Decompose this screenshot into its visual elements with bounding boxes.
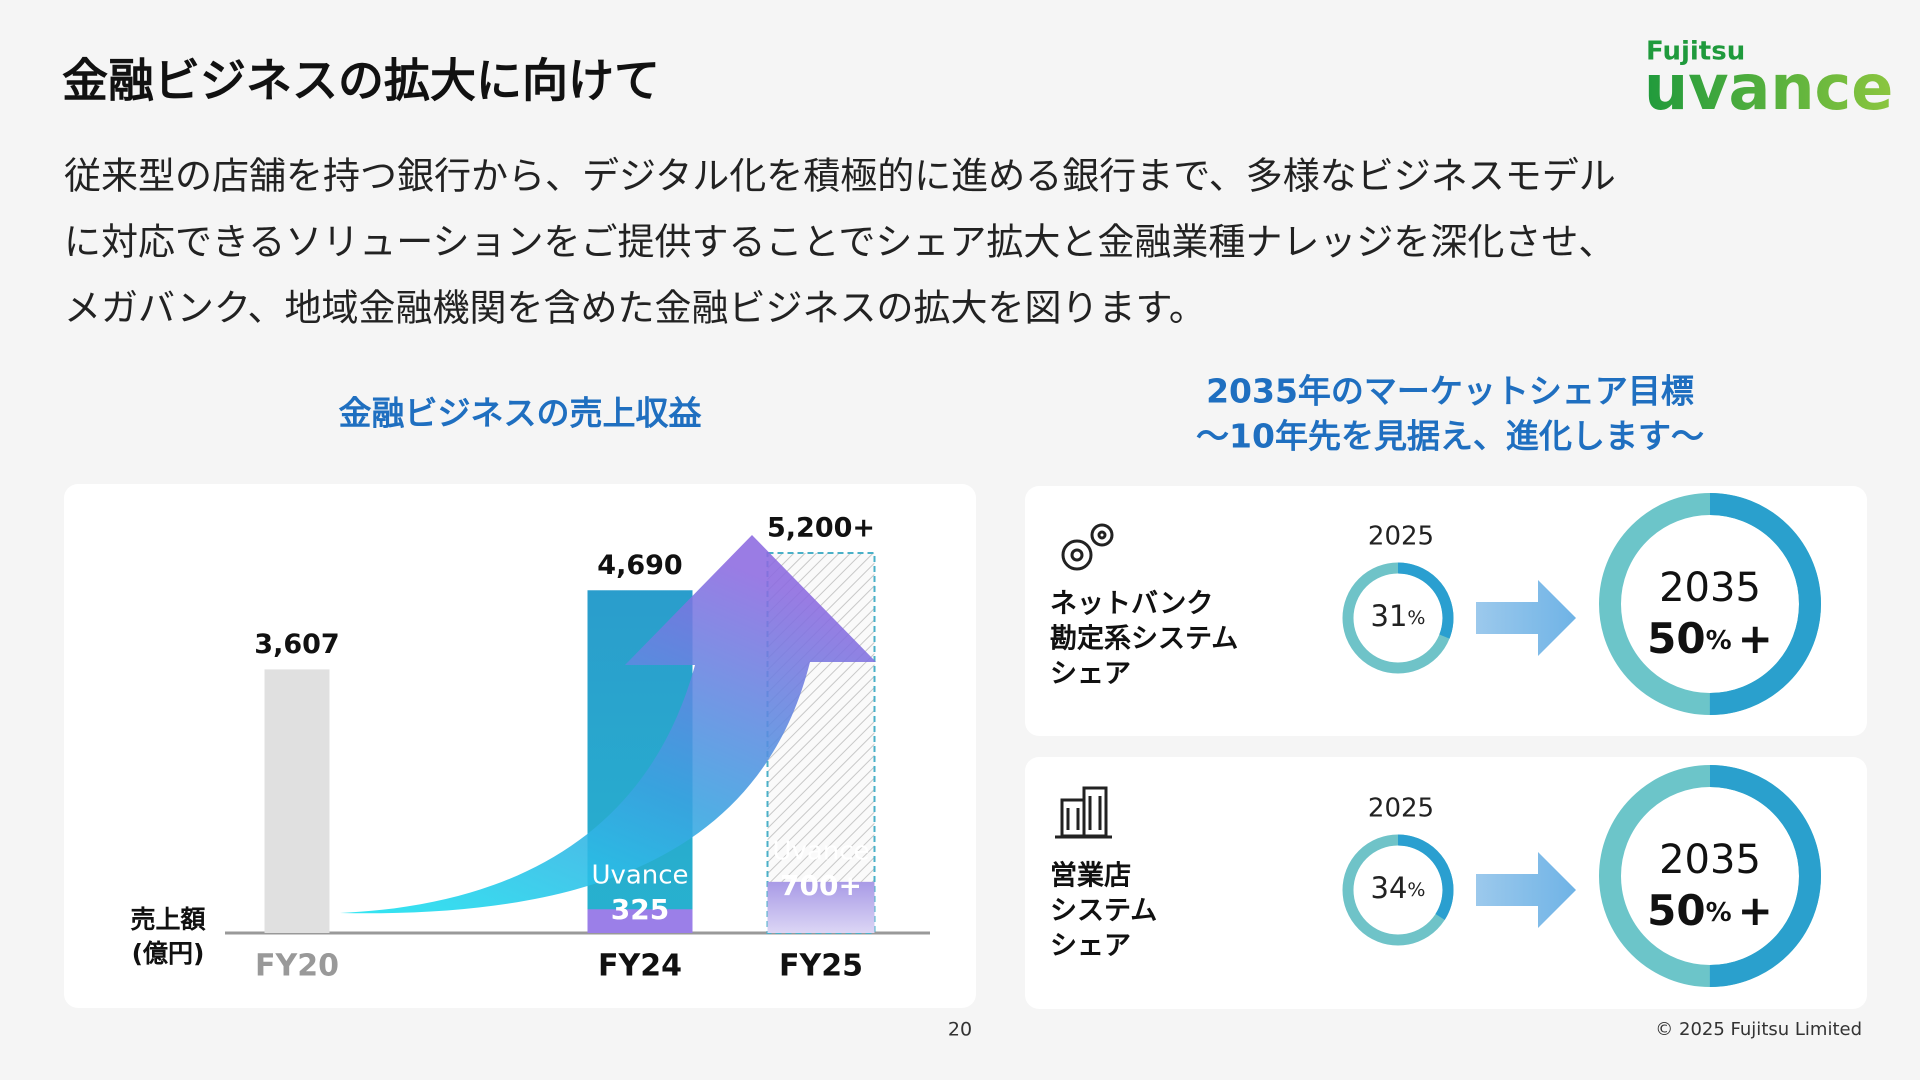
transition-arrow bbox=[1476, 580, 1576, 656]
unit: % bbox=[1407, 607, 1425, 629]
target-year: 2035 bbox=[1659, 565, 1761, 611]
share-title: 〜10年先を見据え、進化します〜 bbox=[1196, 417, 1704, 456]
row-label: 勘定系システム bbox=[1050, 624, 1238, 655]
segment-label: 700+ bbox=[780, 869, 862, 902]
x-tick-label: FY20 bbox=[255, 949, 339, 984]
value-label: 3,607 bbox=[254, 629, 339, 660]
current-value: 31% bbox=[1371, 599, 1426, 633]
x-tick-label: FY25 bbox=[779, 949, 863, 984]
row-label: ネットバンク bbox=[1050, 589, 1213, 620]
share-title: 2035年のマーケットシェア目標 bbox=[1206, 372, 1694, 411]
current-year: 2025 bbox=[1368, 522, 1434, 552]
value: 50 bbox=[1647, 886, 1705, 935]
value-label: 5,200+ bbox=[767, 513, 875, 544]
brand: Fujitsu bbox=[1646, 37, 1745, 67]
current-year: 2025 bbox=[1368, 794, 1434, 824]
value: 31 bbox=[1371, 599, 1408, 633]
donut-arc bbox=[1599, 765, 1821, 987]
uvance-segment bbox=[587, 909, 693, 933]
value: 34 bbox=[1371, 871, 1408, 905]
row-label: シェア bbox=[1050, 931, 1131, 962]
row-label: 営業店 bbox=[1050, 860, 1131, 892]
intro-line: メガバンク、地域金融機関を含めた金融ビジネスの拡大を図ります。 bbox=[64, 287, 1206, 330]
slide-title: 金融ビジネスの拡大に向けて bbox=[62, 54, 660, 108]
intro-line: に対応できるソリューションをご提供することでシェア拡大と金融業種ナレッジを深化さ… bbox=[64, 221, 1615, 264]
donut-arc bbox=[1342, 562, 1454, 674]
growth-arrow bbox=[340, 535, 876, 914]
gear-icon bbox=[1061, 523, 1114, 571]
segment-name: Uvance bbox=[772, 837, 869, 867]
donut-arc bbox=[1599, 493, 1821, 715]
donut-arc bbox=[1342, 834, 1454, 946]
segment-label: 325 bbox=[611, 893, 669, 926]
suffix: + bbox=[1738, 614, 1773, 663]
unit: % bbox=[1706, 626, 1732, 656]
current-value: 34% bbox=[1371, 871, 1426, 905]
uvance-segment bbox=[767, 881, 875, 933]
suffix: + bbox=[1738, 886, 1773, 935]
value: 50 bbox=[1647, 614, 1705, 663]
bar bbox=[264, 669, 330, 933]
building-icon bbox=[1055, 786, 1112, 839]
y-axis-label: (億円) bbox=[132, 939, 205, 968]
x-tick-label: FY24 bbox=[598, 949, 682, 984]
row-label: シェア bbox=[1050, 659, 1131, 690]
y-axis-label: 売上額 bbox=[130, 905, 206, 934]
copyright: © 2025 Fujitsu Limited bbox=[1655, 1019, 1862, 1040]
intro-line: 従来型の店舗を持つ銀行から、デジタル化を積極的に進める銀行まで、多様なビジネスモ… bbox=[64, 155, 1616, 198]
unit: % bbox=[1407, 879, 1425, 901]
target-value: 50% + bbox=[1647, 886, 1773, 935]
target-year: 2035 bbox=[1659, 837, 1761, 883]
transition-arrow bbox=[1476, 852, 1576, 928]
value-label: 4,690 bbox=[597, 550, 682, 581]
segment-name: Uvance bbox=[591, 861, 688, 891]
logo: uvance bbox=[1644, 51, 1893, 124]
target-value: 50% + bbox=[1647, 614, 1773, 663]
unit: % bbox=[1706, 898, 1732, 928]
page-number: 20 bbox=[948, 1019, 972, 1041]
chart-title: 金融ビジネスの売上収益 bbox=[339, 394, 703, 433]
row-label: システム bbox=[1050, 896, 1157, 927]
